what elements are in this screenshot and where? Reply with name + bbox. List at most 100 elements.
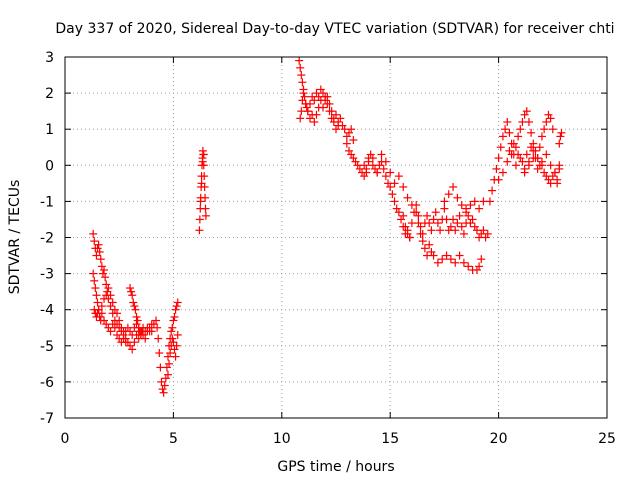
data-point [305, 114, 314, 123]
data-point [334, 121, 343, 130]
data-point [195, 226, 204, 235]
data-point [492, 164, 501, 173]
data-point [297, 71, 306, 80]
data-point [332, 125, 340, 134]
data-point [168, 323, 177, 332]
data-point [429, 251, 438, 260]
data-points [89, 56, 566, 397]
data-point [414, 219, 423, 228]
data-point [351, 157, 360, 166]
data-point [163, 352, 172, 361]
data-point [347, 150, 356, 159]
data-point [451, 258, 460, 267]
data-point [368, 161, 377, 170]
data-point [386, 168, 395, 177]
data-point [459, 229, 468, 238]
data-point [397, 215, 406, 224]
data-point [394, 172, 403, 181]
data-point [89, 269, 98, 278]
data-point [198, 157, 207, 166]
data-point [104, 294, 113, 303]
data-point [94, 240, 103, 249]
data-point [477, 255, 486, 264]
data-point [540, 125, 549, 134]
data-point [449, 182, 458, 191]
data-point [403, 226, 412, 235]
data-point [108, 320, 117, 329]
data-point [464, 211, 473, 220]
data-point [403, 193, 412, 202]
data-point [100, 265, 109, 274]
data-point [533, 164, 542, 173]
data-point [475, 262, 484, 271]
data-point [388, 190, 397, 199]
data-point [296, 114, 305, 123]
data-point [97, 309, 106, 318]
data-point [529, 154, 538, 163]
data-point [556, 132, 565, 141]
data-point [349, 136, 358, 145]
data-point [431, 208, 440, 217]
data-point [90, 276, 99, 285]
data-point [318, 103, 327, 112]
data-point [557, 128, 566, 137]
data-point [200, 172, 209, 181]
data-point [503, 157, 512, 166]
x-tick-label: 15 [381, 431, 399, 447]
data-point [390, 179, 399, 188]
data-point [498, 132, 507, 141]
data-point [505, 128, 514, 137]
data-point [412, 201, 421, 210]
data-point [453, 219, 462, 228]
data-point [446, 222, 455, 231]
data-point [161, 374, 170, 383]
data-point [399, 222, 408, 231]
data-point [433, 258, 442, 267]
data-point [126, 341, 135, 350]
data-point [106, 302, 115, 311]
y-tick-label: -1 [40, 194, 54, 210]
data-point [381, 157, 390, 166]
data-point [167, 327, 176, 336]
y-tick-label: -6 [40, 375, 54, 391]
data-point [416, 222, 425, 231]
data-point [131, 305, 140, 314]
data-point [101, 273, 110, 282]
data-point [518, 157, 527, 166]
data-point [171, 305, 180, 314]
y-tick-label: -5 [40, 339, 54, 355]
data-point [90, 237, 99, 246]
data-point [405, 233, 414, 242]
data-point [425, 219, 434, 228]
y-axis-label: SDTVAR / TECUs [7, 180, 23, 295]
data-point [160, 381, 169, 390]
data-point [316, 85, 325, 94]
data-point [102, 280, 111, 289]
data-point [390, 197, 399, 206]
data-point [514, 132, 523, 141]
data-point [173, 330, 182, 339]
data-point [481, 233, 490, 242]
data-point [366, 150, 375, 159]
data-point [540, 168, 549, 177]
data-point [464, 262, 473, 271]
data-point [199, 161, 208, 170]
data-point [310, 117, 319, 126]
data-point [132, 312, 141, 321]
y-tick-label: -3 [40, 267, 54, 283]
data-point [171, 352, 180, 361]
data-point [414, 211, 423, 220]
data-point [429, 215, 438, 224]
data-point [494, 154, 503, 163]
data-point [196, 197, 205, 206]
data-point [129, 298, 138, 307]
data-point [141, 334, 150, 343]
data-point [483, 229, 492, 238]
y-tick-label: 2 [45, 86, 54, 102]
data-point [399, 211, 408, 220]
data-point [130, 302, 139, 311]
y-tick-label: 1 [45, 122, 54, 138]
data-point [158, 385, 167, 394]
data-point [420, 244, 429, 253]
data-point [381, 172, 390, 181]
